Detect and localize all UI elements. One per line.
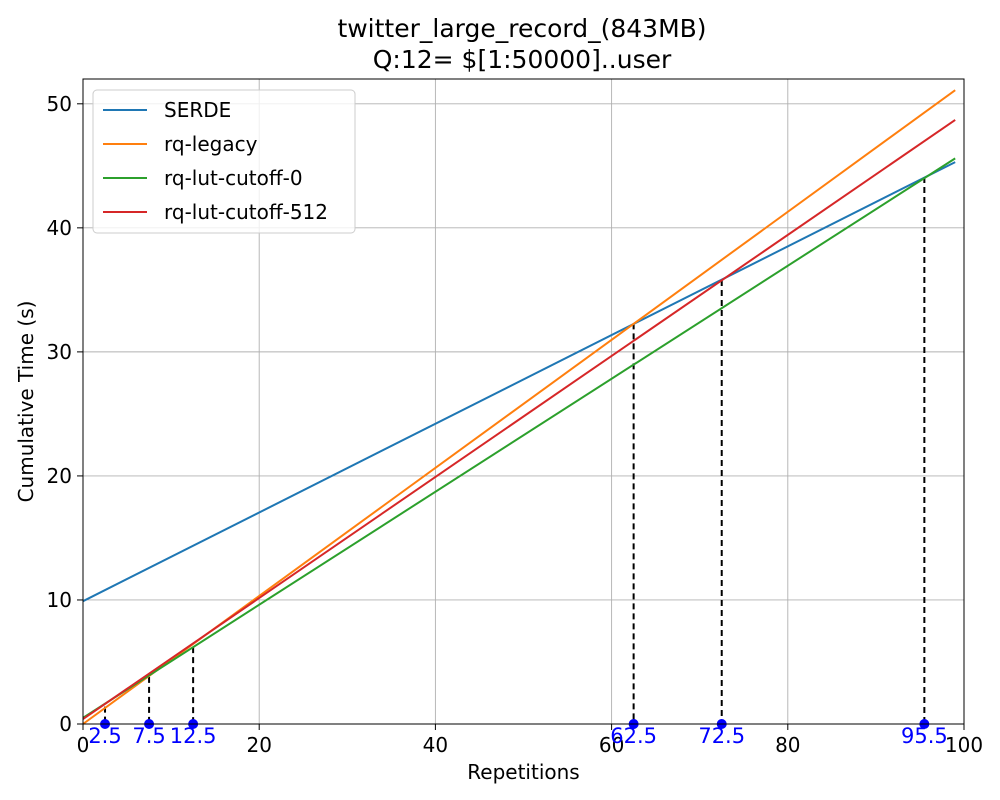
x-tick-label: 100 — [945, 733, 983, 757]
chart-title-line-2: Q:12= $[1:50000]..user — [373, 45, 672, 74]
legend-entry: rq-lut-cutoff-0 — [164, 166, 303, 190]
y-tick-label: 30 — [47, 340, 72, 364]
crossover-label: 7.5 — [132, 724, 165, 748]
y-tick-label: 50 — [47, 92, 72, 116]
y-tick-label: 40 — [47, 216, 72, 240]
legend-entry: SERDE — [164, 98, 231, 122]
chart-title-line-1: twitter_large_record_(843MB) — [337, 14, 706, 43]
y-tick-label: 0 — [59, 712, 72, 736]
crossover-label: 2.5 — [88, 724, 121, 748]
series-line-SERDE — [82, 161, 956, 603]
crossover-label: 95.5 — [901, 724, 948, 748]
legend-entry: rq-lut-cutoff-512 — [164, 200, 328, 224]
crossover-label: 72.5 — [698, 724, 745, 748]
legend: SERDE rq-legacy rq-lut-cutoff-0 rq-lut-cuto… — [92, 89, 356, 234]
y-tick-label: 10 — [47, 588, 72, 612]
series-line-rq-lut-cutoff-512 — [82, 119, 956, 720]
plot-frame — [82, 78, 965, 725]
y-tick-label: 20 — [47, 464, 72, 488]
x-tick-label: 0 — [77, 733, 90, 757]
series-line-rq-lut-cutoff-0 — [82, 157, 956, 719]
legend-entry: rq-legacy — [164, 132, 258, 156]
crossover-label: 62.5 — [610, 724, 657, 748]
x-tick-label: 40 — [423, 733, 448, 757]
legend-box — [92, 89, 356, 234]
x-axis-label: Repetitions — [467, 760, 579, 784]
y-axis-label: Cumulative Time (s) — [14, 301, 38, 503]
crossover-label: 12.5 — [170, 724, 217, 748]
x-tick-label: 60 — [599, 733, 624, 757]
x-tick-label: 80 — [775, 733, 800, 757]
x-tick-label: 20 — [246, 733, 271, 757]
